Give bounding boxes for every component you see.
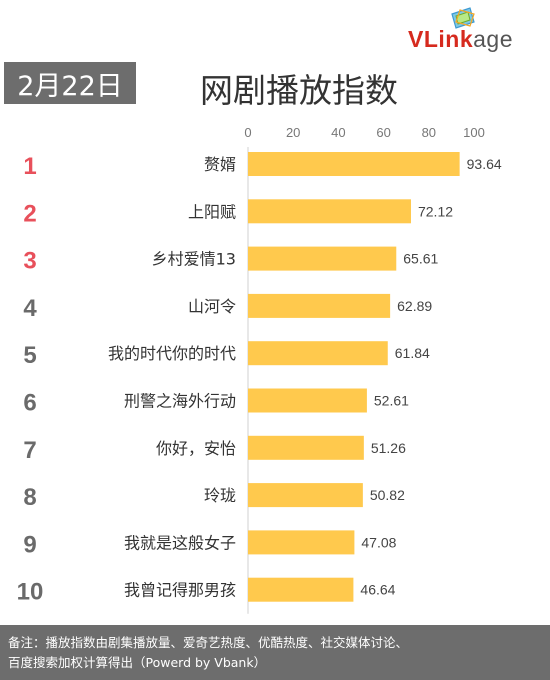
value-label: 61.84 [395, 345, 430, 361]
category-label: 我就是这般女子 [124, 533, 236, 552]
category-label: 我曾记得那男孩 [124, 581, 236, 600]
value-label: 51.26 [371, 440, 406, 456]
category-label: 刑警之海外行动 [124, 392, 236, 411]
category-label: 乡村爱情13 [152, 250, 236, 269]
rank-number: 7 [23, 437, 36, 464]
logo-text-red: VLink [408, 26, 474, 52]
vlinkage-logo: VLinkage [408, 6, 548, 56]
x-tick-label: 40 [331, 125, 345, 140]
x-tick-label: 20 [286, 125, 300, 140]
bar [248, 246, 397, 271]
chart-title: 网剧播放指数 [200, 71, 398, 110]
rank-number: 4 [23, 295, 37, 322]
x-tick-label: 0 [244, 125, 251, 140]
value-label: 46.64 [360, 582, 395, 598]
bar [248, 293, 391, 318]
rank-number: 2 [23, 200, 36, 227]
rank-number: 8 [23, 484, 36, 511]
rank-number: 9 [23, 531, 36, 558]
logo-wordmark: VLinkage [408, 26, 513, 53]
value-label: 65.61 [403, 251, 438, 267]
logo-mark-icon [451, 7, 475, 29]
footer-line-1: 备注：播放指数由剧集播放量、爱奇艺热度、优酷热度、社交媒体讨论、 [8, 635, 409, 650]
rank-number: 6 [23, 390, 36, 417]
bar [248, 483, 363, 508]
category-label: 玲珑 [204, 486, 236, 505]
value-label: 72.12 [418, 203, 453, 219]
bar [248, 341, 388, 366]
x-tick-label: 100 [463, 125, 485, 140]
logo-text-gray: age [473, 26, 513, 52]
category-label: 你好，安怡 [156, 439, 236, 458]
value-label: 93.64 [467, 156, 502, 172]
category-label: 我的时代你的时代 [108, 344, 236, 363]
category-label: 上阳赋 [188, 202, 236, 221]
category-label: 赘婿 [204, 155, 236, 174]
bar-chart: 0 20 40 60 80 100 1 赘婿 93.64 2 上阳赋 72.12 3 乡村爱情13 65.6… [17, 125, 502, 614]
value-label: 47.08 [361, 534, 396, 550]
date-badge: 2月22日 [4, 62, 136, 104]
bar [248, 152, 460, 176]
rank-number: 10 [17, 579, 44, 606]
bar [248, 530, 355, 555]
bar [248, 388, 367, 413]
footer-line-2: 百度搜索加权计算得出（Powerd by Vbank） [8, 655, 267, 670]
footer-note: 备注：播放指数由剧集播放量、爱奇艺热度、优酷热度、社交媒体讨论、 百度搜索加权计… [0, 625, 550, 680]
value-label: 62.89 [397, 298, 432, 314]
rank-number: 1 [23, 153, 36, 180]
x-tick-label: 60 [376, 125, 390, 140]
rank-number: 5 [23, 342, 36, 369]
value-label: 50.82 [370, 487, 405, 503]
category-label: 山河令 [188, 297, 236, 316]
value-label: 52.61 [374, 393, 409, 409]
bar [248, 435, 364, 460]
bar [248, 577, 354, 602]
rank-number: 3 [23, 248, 36, 275]
x-tick-label: 80 [422, 125, 436, 140]
bar [248, 199, 411, 224]
